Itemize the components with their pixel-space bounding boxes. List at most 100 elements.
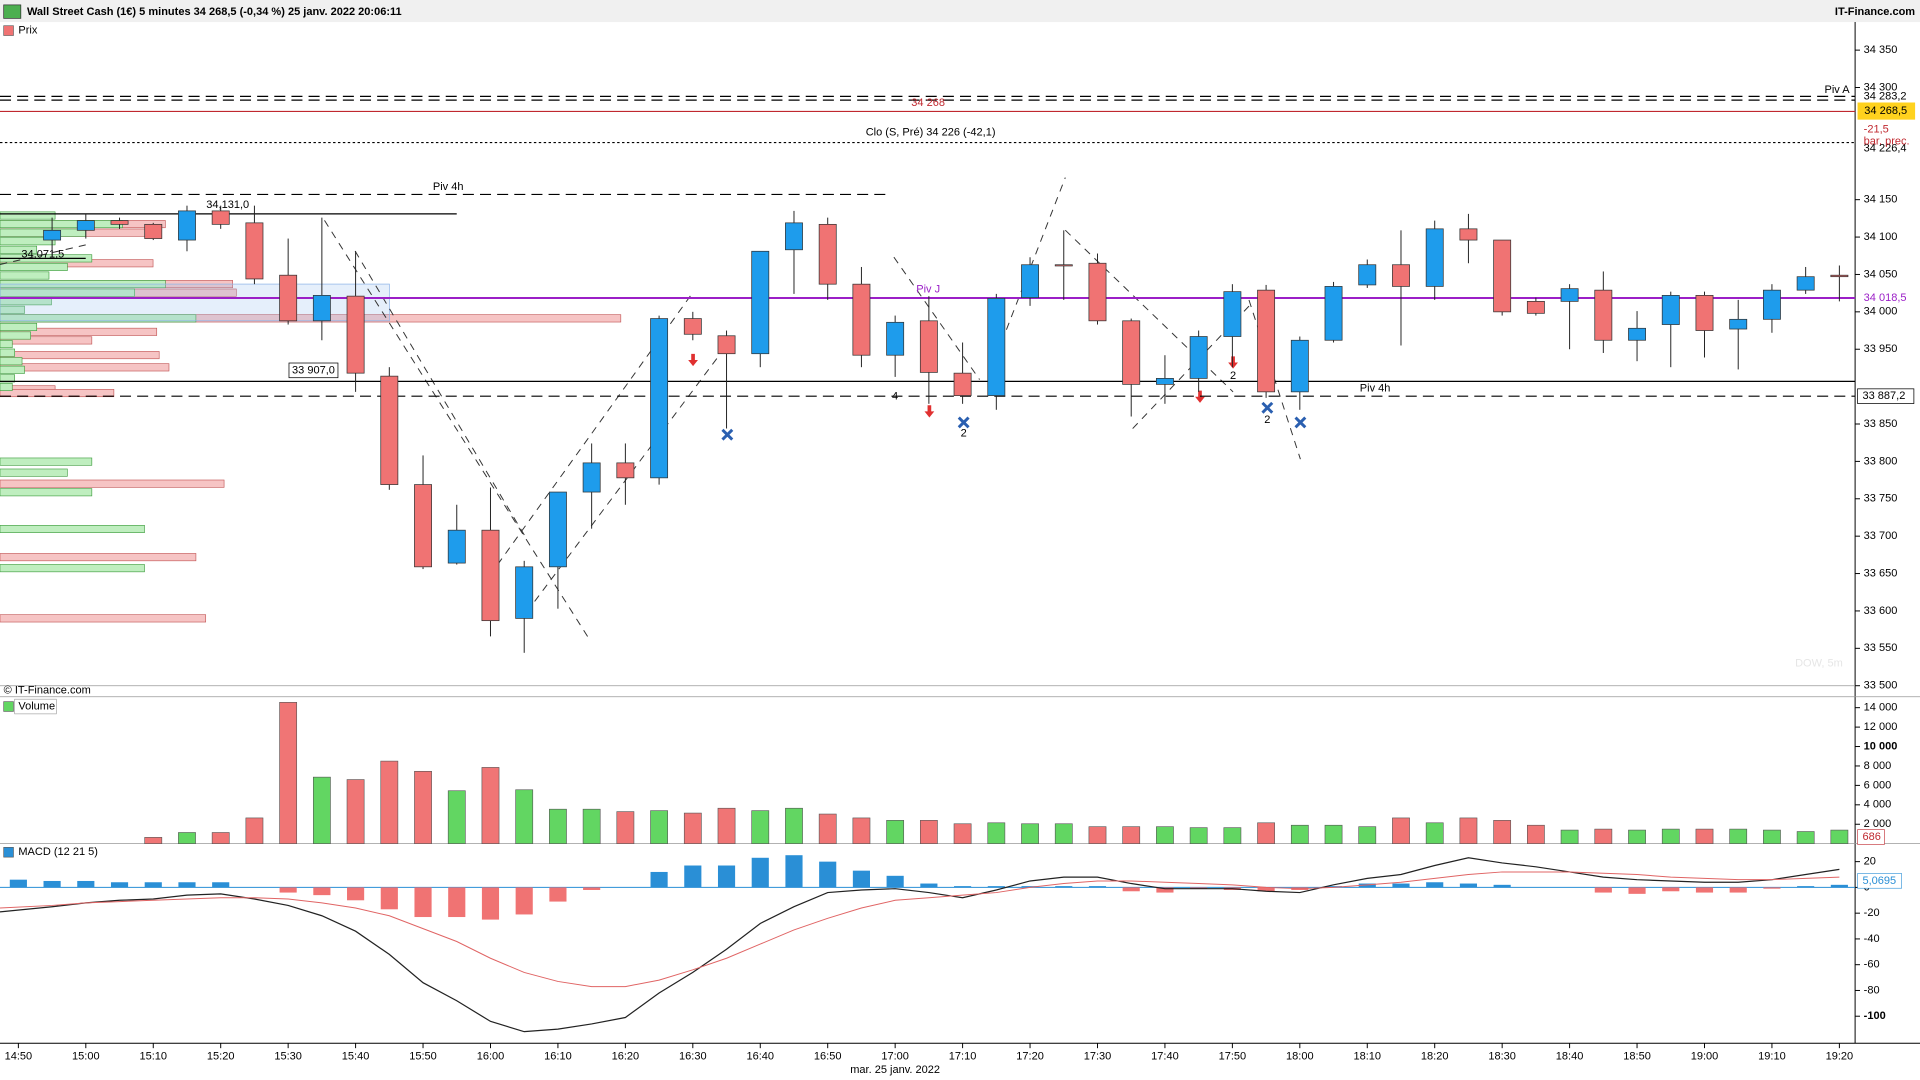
candle-body <box>380 375 399 485</box>
volume-bar <box>1054 823 1073 844</box>
candle-body <box>1493 239 1512 313</box>
header-bar <box>0 0 1920 23</box>
volume-bar <box>346 779 365 844</box>
volume-profile-bar <box>0 614 207 623</box>
macd-histogram-bar <box>684 865 702 888</box>
macd-histogram-bar <box>1797 886 1815 888</box>
x-tick-label: 19:20 <box>1826 1051 1854 1063</box>
level-value: 34 226,4 <box>1864 143 1907 155</box>
macd-histogram-bar <box>1628 887 1646 894</box>
volume-profile-bar <box>0 327 158 336</box>
level-text: Piv A <box>1824 84 1850 96</box>
macd-histogram-bar <box>886 875 904 888</box>
volume-bar <box>1358 826 1377 844</box>
x-tick-label: 16:00 <box>477 1051 505 1063</box>
x-tick-label: 18:50 <box>1623 1051 1651 1063</box>
y-tick-label: -60 <box>1864 959 1880 971</box>
x-tick-label: 17:30 <box>1084 1051 1112 1063</box>
candle-body <box>953 372 972 396</box>
volume-profile-bar <box>0 348 15 357</box>
candle-body <box>1290 339 1309 393</box>
volume-bar <box>1796 831 1815 844</box>
volume-profile-bar <box>0 305 25 314</box>
candle-body <box>1661 295 1680 325</box>
candle-body <box>481 529 500 622</box>
volume-profile-bar <box>0 245 38 254</box>
macd-histogram-bar <box>1257 887 1275 892</box>
macd-histogram-bar <box>819 861 837 888</box>
volume-bar <box>1088 826 1107 844</box>
y-tick-label: -100 <box>1864 1010 1886 1022</box>
last-price-box <box>1857 102 1916 120</box>
macd-histogram-bar <box>1729 887 1747 893</box>
volume-profile-bar <box>0 340 13 349</box>
x-tick-label: 15:20 <box>207 1051 235 1063</box>
macd-line <box>0 857 1840 1033</box>
candle-body <box>178 210 196 241</box>
volume-bar <box>1661 828 1680 844</box>
macd-histogram-bar <box>1088 886 1107 888</box>
volume-bar <box>1459 817 1478 844</box>
volume-bar <box>683 812 702 844</box>
macd-histogram-bar <box>77 880 95 888</box>
candle-body <box>683 318 702 335</box>
candle-body <box>886 321 905 356</box>
volume-profile-bar <box>0 468 68 477</box>
volume-profile-bar <box>0 553 197 562</box>
level-text: Piv 4h <box>1360 383 1391 395</box>
panel-icon <box>3 847 14 858</box>
last-volume: 686 <box>1862 831 1880 843</box>
level-value: 34 283,2 <box>1864 90 1907 102</box>
candle-body <box>1054 264 1073 267</box>
macd-histogram-bar <box>380 887 398 910</box>
macd-histogram-bar <box>9 879 27 888</box>
candle-body <box>1459 228 1478 241</box>
volume-bar <box>1324 824 1343 844</box>
macd-line <box>0 871 1840 988</box>
x-tick-label: 17:10 <box>949 1051 977 1063</box>
macd-histogram-bar <box>954 886 972 888</box>
level-value: 34,131,0 <box>206 199 249 211</box>
volume-bar <box>279 702 298 844</box>
macd-histogram-bar <box>987 886 1005 888</box>
volume-bar <box>987 822 1006 844</box>
volume-bar <box>1695 828 1714 844</box>
x-tick-label: 16:20 <box>612 1051 640 1063</box>
y-tick-label: 4 000 <box>1864 799 1892 811</box>
volume-profile-bar <box>0 382 13 391</box>
macd-histogram-bar <box>1156 887 1174 893</box>
level-text: Piv J <box>916 283 940 295</box>
y-tick-label: 34 100 <box>1864 231 1898 243</box>
volume-bar <box>1594 828 1613 844</box>
candle-body <box>1122 320 1141 385</box>
candle-body <box>1628 327 1646 341</box>
candle-body <box>110 220 129 225</box>
candle-body <box>650 318 669 479</box>
candle-body <box>346 295 365 374</box>
y-tick-label: 34 300 <box>1864 81 1898 93</box>
macd-histogram-bar <box>414 887 432 918</box>
volume-profile-bar <box>0 488 93 497</box>
y-tick-label: 8 000 <box>1864 760 1892 772</box>
level-box <box>1857 388 1915 404</box>
candle-body <box>1392 264 1410 287</box>
candle-body <box>515 566 534 619</box>
y-tick-label: 12 000 <box>1864 721 1898 733</box>
macd-histogram-bar <box>1763 887 1781 889</box>
panel-label: Volume <box>18 700 55 712</box>
volume-bar <box>1763 829 1781 844</box>
candle-body <box>785 222 803 251</box>
volume-bar <box>650 810 668 844</box>
candle-body <box>1088 262 1107 322</box>
macd-histogram-bar <box>1021 886 1039 888</box>
volume-bar <box>616 811 635 844</box>
macd-histogram-bar <box>178 882 196 888</box>
macd-histogram-bar <box>1055 886 1073 888</box>
x-tick-label: 16:40 <box>746 1051 774 1063</box>
trend-line <box>0 244 86 265</box>
last-price: 34 268,5 <box>1864 105 1907 117</box>
panel-label-box <box>14 698 57 715</box>
volume-bar <box>549 808 567 844</box>
y-tick-label: 34 150 <box>1864 194 1898 206</box>
volume-bar <box>1021 823 1039 844</box>
